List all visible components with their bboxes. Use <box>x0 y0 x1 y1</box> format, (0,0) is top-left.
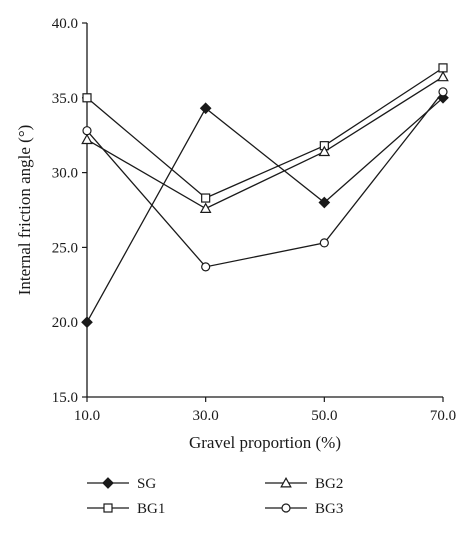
series-sg <box>81 91 449 329</box>
legend-marker <box>102 477 114 489</box>
y-tick-label: 40.0 <box>52 16 78 32</box>
y-tick-label: 30.0 <box>52 166 78 182</box>
series-group <box>81 63 449 329</box>
series-line-bg3 <box>86 91 444 268</box>
x-tick-label: 70.0 <box>430 408 456 424</box>
data-point-bg2 <box>318 145 331 157</box>
series-bg1 <box>82 63 448 203</box>
x-tick-label: 10.0 <box>74 408 100 424</box>
series-line-bg2 <box>86 76 444 210</box>
data-point-bg2 <box>81 133 93 145</box>
legend-item-bg1: BG1 <box>87 501 165 517</box>
legend-item-sg: SG <box>87 476 156 492</box>
data-point-bg1 <box>438 63 448 73</box>
legend-item-bg3: BG3 <box>265 501 343 517</box>
data-point-bg2 <box>199 202 212 213</box>
axes: 15.0 20.0 25.0 30.0 35.0 40.0 10.0 30.0 50.0 70.0 <box>52 16 456 424</box>
data-point-bg1 <box>82 93 92 103</box>
data-point-bg3 <box>319 238 329 248</box>
data-point-bg3 <box>438 87 448 97</box>
legend-marker <box>103 503 113 513</box>
data-point-sg <box>318 196 331 209</box>
legend-label: BG1 <box>137 501 165 517</box>
x-tick-label: 50.0 <box>311 408 337 424</box>
series-line-sg <box>86 97 444 323</box>
y-tick-label: 20.0 <box>52 315 78 331</box>
data-point-sg <box>81 316 93 329</box>
data-point-bg3 <box>82 126 92 136</box>
series-line-bg1 <box>86 67 444 199</box>
data-point-bg3 <box>201 262 211 272</box>
legend: SG BG2 BG1 BG3 <box>87 476 343 517</box>
legend-marker <box>280 476 292 488</box>
legend-label: SG <box>137 476 156 492</box>
data-point-bg1 <box>201 193 211 203</box>
data-point-bg2 <box>437 70 449 82</box>
x-tick-label: 30.0 <box>193 408 219 424</box>
data-point-sg <box>199 102 212 115</box>
x-axis-title: Gravel proportion (%) <box>189 433 341 452</box>
legend-item-bg2: BG2 <box>265 476 343 492</box>
series-bg3 <box>82 87 448 272</box>
legend-label: BG3 <box>315 501 343 517</box>
legend-marker <box>281 503 291 513</box>
series-bg2 <box>81 70 449 213</box>
y-tick-label: 15.0 <box>52 390 78 406</box>
y-tick-label: 35.0 <box>52 91 78 107</box>
y-tick-label: 25.0 <box>52 240 78 256</box>
y-axis-title: Internal friction angle (°) <box>15 125 34 296</box>
legend-label: BG2 <box>315 476 343 492</box>
